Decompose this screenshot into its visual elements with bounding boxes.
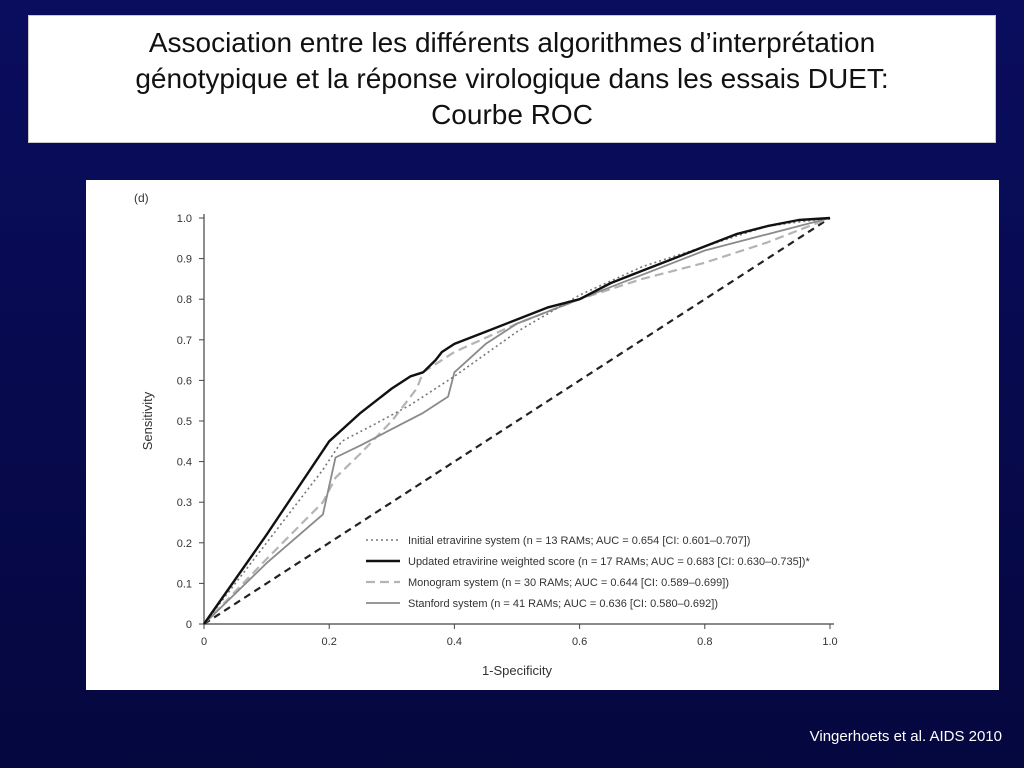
y-tick-label: 0.8 xyxy=(177,294,192,306)
slide-title-line-2: génotypique et la réponse virologique da… xyxy=(135,63,889,94)
series-line-stanford xyxy=(203,217,831,625)
legend-label-monogram: Monogram system (n = 30 RAMs; AUC = 0.64… xyxy=(408,577,729,589)
x-tick-label: 0.8 xyxy=(697,636,712,648)
x-tick-label: 0.6 xyxy=(572,636,587,648)
x-axis-label: 1-Specificity xyxy=(482,663,553,678)
y-axis-label: Sensitivity xyxy=(140,391,155,450)
panel-label: (d) xyxy=(134,191,149,205)
x-tick-label: 0 xyxy=(201,636,207,648)
slide-title-line-3: Courbe ROC xyxy=(431,99,593,130)
y-tick-label: 0.5 xyxy=(177,416,192,428)
x-tick-label: 0.4 xyxy=(447,636,462,648)
y-tick-label: 0.4 xyxy=(177,457,192,469)
roc-chart: (d) 0 0.1 0.2 0.3 0.4 0.5 0.6 0.7 0.8 0.9 1.0 0 0.2 0.… xyxy=(134,191,838,678)
roc-chart-panel: (d) 0 0.1 0.2 0.3 0.4 0.5 0.6 0.7 0.8 0.9 1.0 0 0.2 0.… xyxy=(86,180,999,690)
series-line-reference xyxy=(203,217,831,625)
y-tick-label: 0.3 xyxy=(177,497,192,509)
y-tick-label: 0.9 xyxy=(177,254,192,266)
y-tick-label: 0 xyxy=(186,619,192,631)
x-tick-label: 0.2 xyxy=(322,636,337,648)
slide-title-line-1: Association entre les différents algorit… xyxy=(148,27,876,58)
y-tick-label: 0.6 xyxy=(177,375,192,387)
series-line-updated xyxy=(203,216,831,625)
y-tick-label: 0.7 xyxy=(177,335,192,347)
legend-label-updated: Updated etravirine weighted score (n = 1… xyxy=(408,556,810,568)
citation-credit: Vingerhoets et al. AIDS 2010 xyxy=(809,728,1002,745)
y-tick-label: 0.1 xyxy=(177,578,192,590)
x-tick-label: 1.0 xyxy=(822,636,837,648)
legend-label-stanford: Stanford system (n = 41 RAMs; AUC = 0.63… xyxy=(408,598,718,610)
slide-title-box: Association entre les différents algorit… xyxy=(28,15,996,143)
y-tick-label: 1.0 xyxy=(177,213,192,225)
legend-label-initial: Initial etravirine system (n = 13 RAMs; … xyxy=(408,535,750,547)
y-tick-label: 0.2 xyxy=(177,538,192,550)
